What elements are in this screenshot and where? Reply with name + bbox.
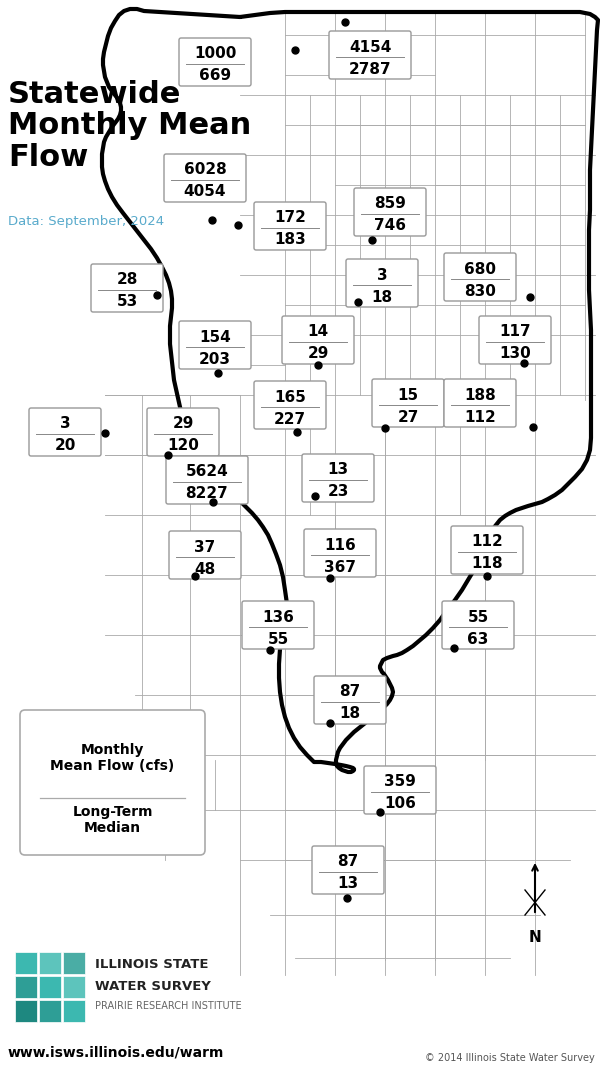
- FancyBboxPatch shape: [302, 454, 374, 502]
- Bar: [15, 1000, 37, 1022]
- Text: 203: 203: [199, 351, 231, 366]
- Text: 6028: 6028: [184, 162, 226, 177]
- Text: 116: 116: [324, 537, 356, 552]
- Text: 112: 112: [471, 534, 503, 550]
- Text: 680: 680: [464, 262, 496, 277]
- FancyBboxPatch shape: [91, 264, 163, 312]
- Text: 8227: 8227: [185, 487, 229, 502]
- Bar: [39, 976, 61, 998]
- Text: 29: 29: [172, 417, 194, 431]
- Text: 118: 118: [471, 556, 503, 571]
- Text: 130: 130: [499, 346, 531, 361]
- Text: N: N: [529, 930, 541, 945]
- Text: 746: 746: [374, 219, 406, 234]
- Text: 1000: 1000: [194, 47, 236, 62]
- Text: 227: 227: [274, 411, 306, 426]
- Text: 359: 359: [384, 774, 416, 789]
- Text: Statewide
Monthly Mean
Flow: Statewide Monthly Mean Flow: [8, 80, 251, 172]
- FancyBboxPatch shape: [451, 527, 523, 574]
- Text: 55: 55: [268, 631, 289, 646]
- Bar: [63, 952, 85, 974]
- FancyBboxPatch shape: [169, 531, 241, 579]
- Text: 63: 63: [467, 631, 488, 646]
- Text: 4154: 4154: [349, 40, 391, 54]
- Text: 367: 367: [324, 560, 356, 575]
- Text: 29: 29: [307, 346, 329, 361]
- FancyBboxPatch shape: [254, 381, 326, 429]
- Text: 188: 188: [464, 388, 496, 403]
- Text: 669: 669: [199, 68, 231, 83]
- FancyBboxPatch shape: [442, 601, 514, 649]
- Text: 87: 87: [340, 685, 361, 700]
- FancyBboxPatch shape: [304, 529, 376, 577]
- Text: www.isws.illinois.edu/warm: www.isws.illinois.edu/warm: [8, 1045, 224, 1059]
- Bar: [63, 976, 85, 998]
- Text: 13: 13: [328, 462, 349, 477]
- FancyBboxPatch shape: [166, 456, 248, 504]
- Text: 165: 165: [274, 390, 306, 405]
- Text: 5624: 5624: [185, 465, 229, 480]
- Text: 117: 117: [499, 325, 531, 340]
- Bar: [39, 952, 61, 974]
- Text: 3: 3: [59, 417, 70, 431]
- Text: 20: 20: [55, 439, 76, 454]
- Text: 106: 106: [384, 797, 416, 812]
- Text: Long-Term
Median: Long-Term Median: [72, 805, 153, 835]
- Polygon shape: [102, 9, 598, 772]
- FancyBboxPatch shape: [254, 202, 326, 250]
- Text: PRAIRIE RESEARCH INSTITUTE: PRAIRIE RESEARCH INSTITUTE: [95, 1001, 242, 1011]
- Bar: [15, 952, 37, 974]
- Text: 13: 13: [337, 877, 359, 892]
- FancyBboxPatch shape: [372, 379, 444, 427]
- Text: 172: 172: [274, 210, 306, 225]
- FancyBboxPatch shape: [329, 31, 411, 79]
- FancyBboxPatch shape: [179, 321, 251, 370]
- FancyBboxPatch shape: [147, 408, 219, 456]
- Text: 53: 53: [116, 295, 137, 310]
- Text: 4054: 4054: [184, 185, 226, 200]
- Text: Monthly
Mean Flow (cfs): Monthly Mean Flow (cfs): [50, 743, 175, 773]
- Text: ILLINOIS STATE: ILLINOIS STATE: [95, 958, 209, 971]
- Bar: [15, 976, 37, 998]
- Text: 18: 18: [371, 289, 392, 304]
- Text: 2787: 2787: [349, 62, 391, 77]
- FancyBboxPatch shape: [444, 253, 516, 301]
- Text: 136: 136: [262, 610, 294, 625]
- FancyBboxPatch shape: [242, 601, 314, 649]
- FancyBboxPatch shape: [29, 408, 101, 456]
- FancyBboxPatch shape: [479, 316, 551, 364]
- Text: 154: 154: [199, 330, 231, 345]
- FancyBboxPatch shape: [282, 316, 354, 364]
- FancyBboxPatch shape: [314, 676, 386, 724]
- FancyBboxPatch shape: [354, 188, 426, 236]
- Text: 859: 859: [374, 197, 406, 211]
- Text: 183: 183: [274, 233, 306, 248]
- FancyBboxPatch shape: [444, 379, 516, 427]
- Bar: [63, 1000, 85, 1022]
- Text: 3: 3: [377, 267, 388, 283]
- Text: 14: 14: [307, 325, 329, 340]
- Text: 15: 15: [397, 388, 419, 403]
- FancyBboxPatch shape: [164, 154, 246, 202]
- FancyBboxPatch shape: [312, 846, 384, 894]
- Text: 28: 28: [116, 272, 137, 287]
- Text: 120: 120: [167, 439, 199, 454]
- Text: 830: 830: [464, 283, 496, 298]
- Text: Data: September, 2024: Data: September, 2024: [8, 215, 164, 227]
- Text: 55: 55: [467, 610, 488, 625]
- Text: WATER SURVEY: WATER SURVEY: [95, 979, 211, 992]
- FancyBboxPatch shape: [179, 38, 251, 87]
- Text: 23: 23: [328, 485, 349, 500]
- Text: 87: 87: [337, 854, 359, 869]
- FancyBboxPatch shape: [20, 710, 205, 855]
- FancyBboxPatch shape: [364, 766, 436, 814]
- Text: 112: 112: [464, 409, 496, 424]
- Text: 37: 37: [194, 539, 215, 554]
- FancyBboxPatch shape: [346, 260, 418, 307]
- Text: 27: 27: [397, 409, 419, 424]
- Text: © 2014 Illinois State Water Survey: © 2014 Illinois State Water Survey: [425, 1053, 595, 1063]
- Text: 48: 48: [194, 562, 215, 577]
- Text: 18: 18: [340, 707, 361, 722]
- Bar: [39, 1000, 61, 1022]
